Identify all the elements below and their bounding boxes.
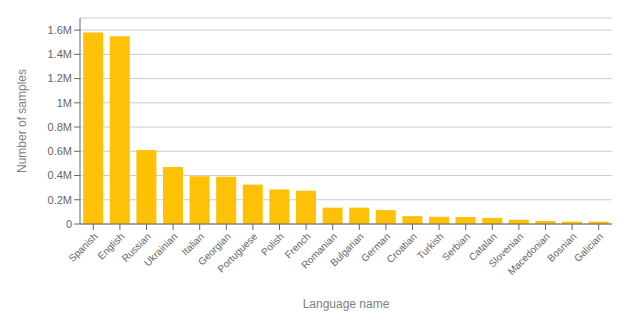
svg-text:Georgian: Georgian — [195, 230, 233, 268]
svg-text:German: German — [359, 230, 393, 264]
svg-text:French: French — [282, 230, 313, 261]
svg-text:Language name: Language name — [303, 297, 390, 311]
svg-text:1.6M: 1.6M — [48, 24, 72, 36]
svg-text:1M: 1M — [57, 97, 72, 109]
svg-text:0.4M: 0.4M — [48, 169, 72, 181]
svg-text:Slovenian: Slovenian — [486, 230, 526, 270]
svg-text:Romanian: Romanian — [299, 230, 340, 271]
svg-text:Serbian: Serbian — [440, 231, 472, 263]
svg-text:Bulgarian: Bulgarian — [328, 231, 366, 269]
svg-text:0.2M: 0.2M — [48, 194, 72, 206]
svg-text:Turkish: Turkish — [414, 230, 446, 262]
svg-text:0.8M: 0.8M — [48, 121, 72, 133]
svg-text:Italian: Italian — [179, 230, 207, 258]
svg-text:Spanish: Spanish — [66, 231, 99, 264]
svg-text:Russian: Russian — [119, 230, 153, 264]
svg-text:Number of samples: Number of samples — [15, 69, 29, 173]
svg-text:1.4M: 1.4M — [48, 48, 72, 60]
svg-text:0.6M: 0.6M — [48, 145, 72, 157]
svg-text:Portuguese: Portuguese — [215, 230, 259, 274]
svg-text:Croatian: Croatian — [384, 231, 419, 266]
svg-text:1.2M: 1.2M — [48, 72, 72, 84]
svg-text:0: 0 — [66, 218, 72, 230]
svg-text:Catalan: Catalan — [466, 230, 499, 263]
svg-text:Ukrainian: Ukrainian — [142, 231, 180, 269]
svg-text:Macedonian: Macedonian — [506, 231, 552, 277]
svg-text:Bosnian: Bosnian — [545, 230, 579, 264]
svg-text:Polish: Polish — [259, 231, 286, 258]
svg-text:English: English — [95, 230, 127, 262]
svg-text:Galician: Galician — [572, 231, 605, 264]
